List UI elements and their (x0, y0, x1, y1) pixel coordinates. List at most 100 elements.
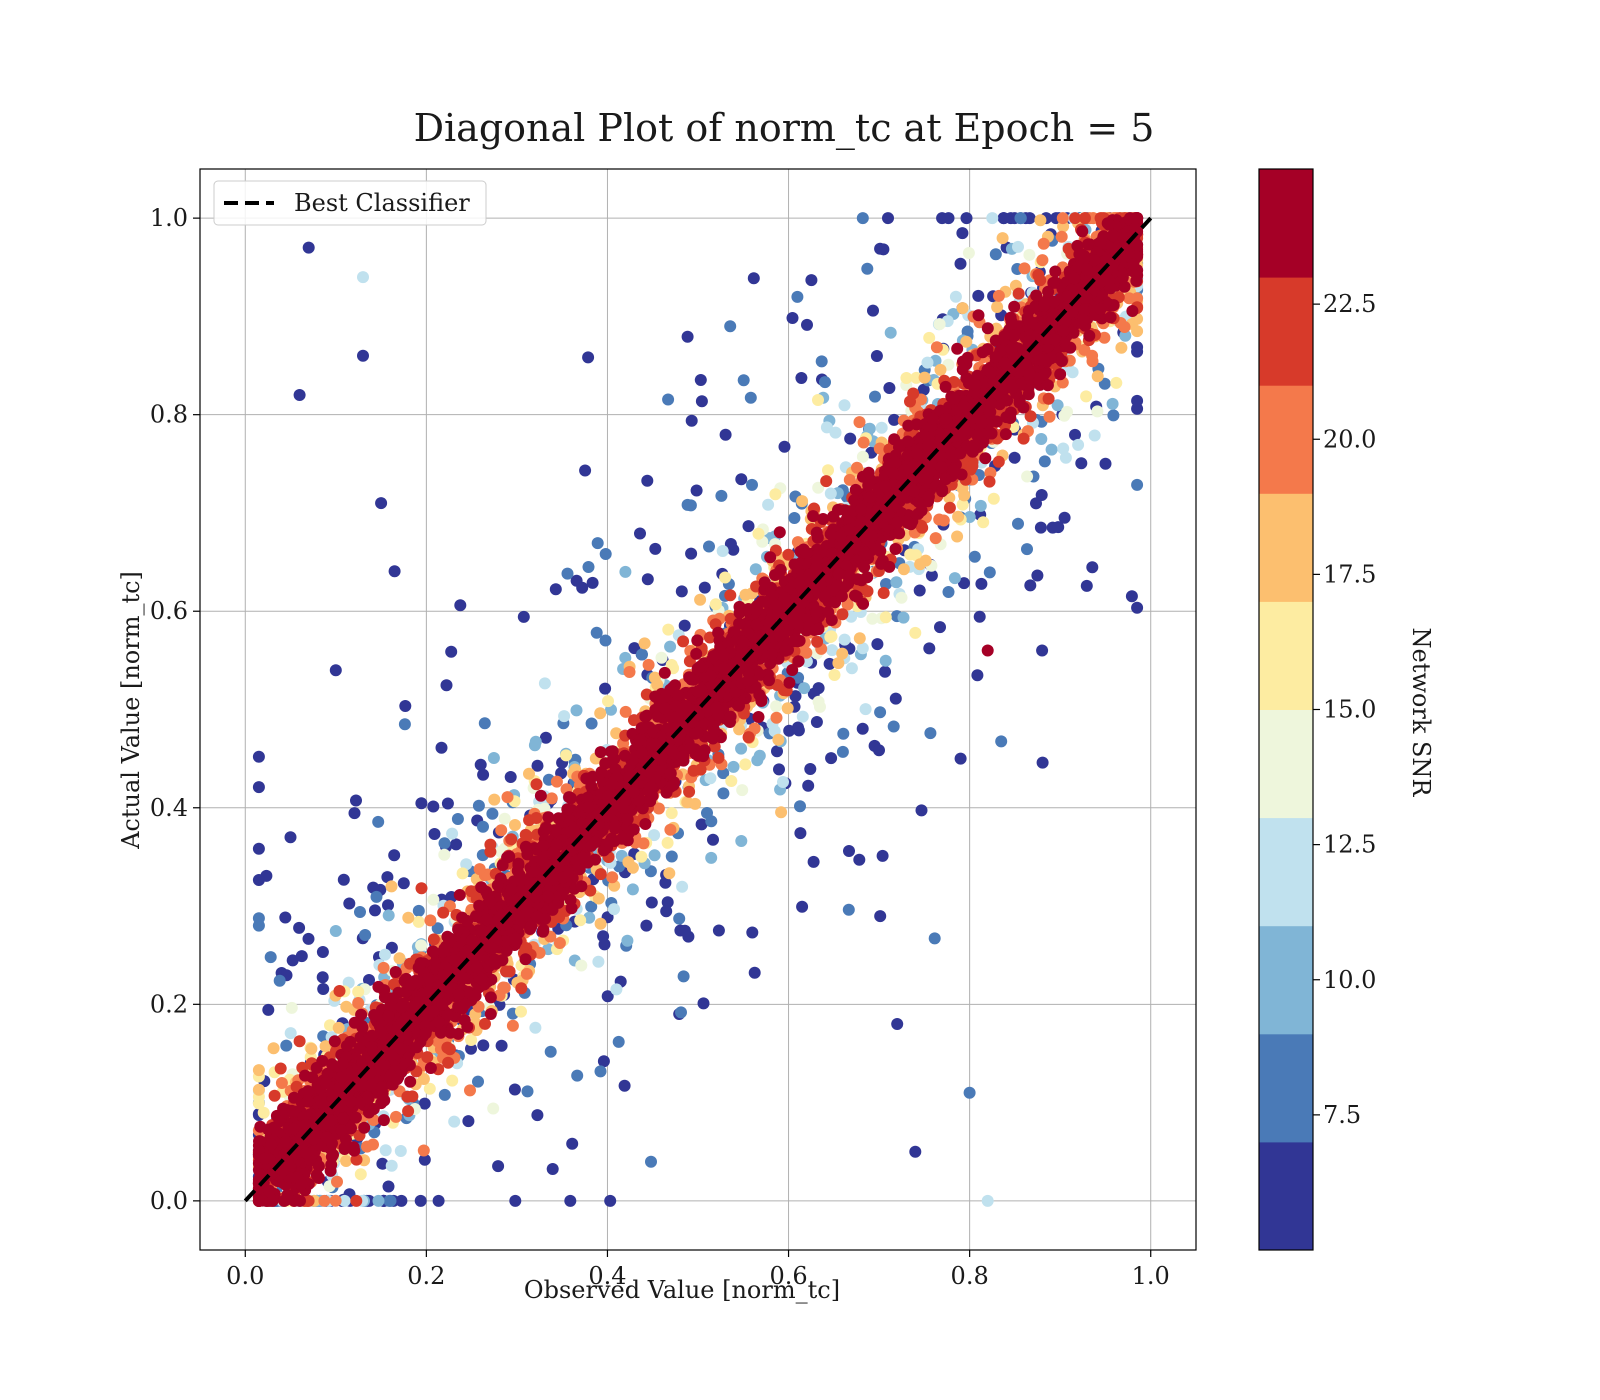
scatter-point (252, 1083, 265, 1096)
scatter-point (585, 717, 598, 730)
scatter-point (832, 657, 845, 670)
scatter-point (913, 584, 926, 597)
scatter-point (560, 749, 573, 762)
scatter-point (401, 1090, 414, 1103)
scatter-point (390, 1110, 402, 1123)
scatter-point (257, 1106, 270, 1119)
scatter-point (506, 1019, 519, 1032)
scatter-point (377, 961, 390, 974)
scatter-point (900, 372, 913, 384)
scatter-point (992, 289, 1005, 302)
scatter-point (635, 850, 648, 863)
scatter-point (495, 1039, 508, 1052)
scatter-point (579, 464, 592, 477)
scatter-point (951, 530, 964, 543)
scatter-point (1131, 478, 1144, 491)
scatter-point (473, 863, 486, 876)
scatter-point (1012, 517, 1024, 530)
scatter-point (703, 540, 715, 553)
scatter-point (724, 320, 737, 333)
scatter-point (796, 900, 809, 913)
scatter-point (873, 744, 885, 757)
scatter-point (825, 752, 838, 765)
scatter-point (1057, 442, 1070, 455)
scatter-point (515, 982, 528, 995)
scatter-point (465, 885, 478, 898)
scatter-point (599, 548, 612, 560)
scatter-point (649, 542, 662, 555)
scatter-point (465, 1034, 478, 1046)
scatter-point (454, 599, 467, 612)
scatter-point (677, 970, 690, 983)
scatter-point (382, 899, 394, 912)
scatter-point (435, 741, 448, 754)
scatter-point (381, 871, 394, 884)
scatter-point (890, 576, 903, 589)
scatter-point (802, 779, 815, 792)
scatter-point (744, 391, 757, 404)
scatter-point (626, 861, 639, 874)
scatter-point (484, 845, 497, 858)
scatter-point (930, 341, 943, 354)
scatter-point (621, 934, 634, 947)
scatter-point (1086, 349, 1099, 362)
scatter-point (437, 906, 450, 919)
scatter-point (636, 648, 648, 661)
scatter-point (707, 833, 719, 846)
scatter-point (318, 1194, 331, 1207)
scatter-point (477, 768, 490, 781)
scatter-point (571, 1069, 584, 1082)
scatter-point (873, 442, 886, 455)
scatter-point (788, 512, 801, 524)
scatter-point (991, 301, 1004, 313)
scatter-point (724, 589, 737, 602)
scatter-point (837, 727, 850, 740)
scatter-point (694, 593, 707, 606)
scatter-point (879, 611, 892, 624)
scatter-point (462, 1115, 475, 1128)
scatter-point (641, 573, 654, 586)
scatter-point (775, 806, 788, 819)
scatter-point (961, 325, 974, 338)
scatter-point (393, 952, 406, 965)
scatter-point (501, 791, 514, 804)
scatter-point (681, 330, 694, 343)
scatter-point (933, 513, 946, 526)
scatter-point (268, 1089, 281, 1102)
scatter-point (928, 932, 941, 945)
scatter-point (355, 1008, 368, 1021)
scatter-point (737, 374, 750, 387)
scatter-point (1091, 405, 1104, 418)
scatter-point (509, 819, 521, 831)
scatter-point (523, 767, 535, 780)
scatter-point (487, 1102, 500, 1115)
scatter-point (592, 955, 605, 968)
scatter-point (880, 578, 892, 590)
scatter-point (599, 682, 612, 695)
scatter-point (875, 421, 888, 434)
scatter-point (1125, 590, 1138, 603)
scatter-point (421, 1051, 434, 1064)
scatter-point (753, 749, 766, 762)
scatter-point (843, 473, 856, 486)
scatter-point (1098, 377, 1111, 390)
scatter-point (824, 487, 837, 500)
scatter-point (884, 326, 897, 339)
scatter-point (859, 703, 872, 716)
scatter-point (716, 545, 729, 557)
scatter-point (638, 637, 651, 650)
scatter-point (746, 478, 758, 491)
scatter-point (586, 576, 599, 589)
scatter-point (372, 1194, 385, 1207)
scatter-point (619, 705, 632, 718)
scatter-point (1119, 329, 1132, 342)
scatter-point (811, 635, 824, 648)
scatter-point (719, 428, 732, 441)
scatter-point (531, 1109, 544, 1122)
scatter-point (424, 914, 437, 927)
scatter-point (934, 621, 946, 634)
scatter-point (531, 759, 544, 772)
scatter-point (432, 1194, 445, 1207)
scatter-point (382, 909, 395, 922)
scatter-point (748, 966, 761, 979)
